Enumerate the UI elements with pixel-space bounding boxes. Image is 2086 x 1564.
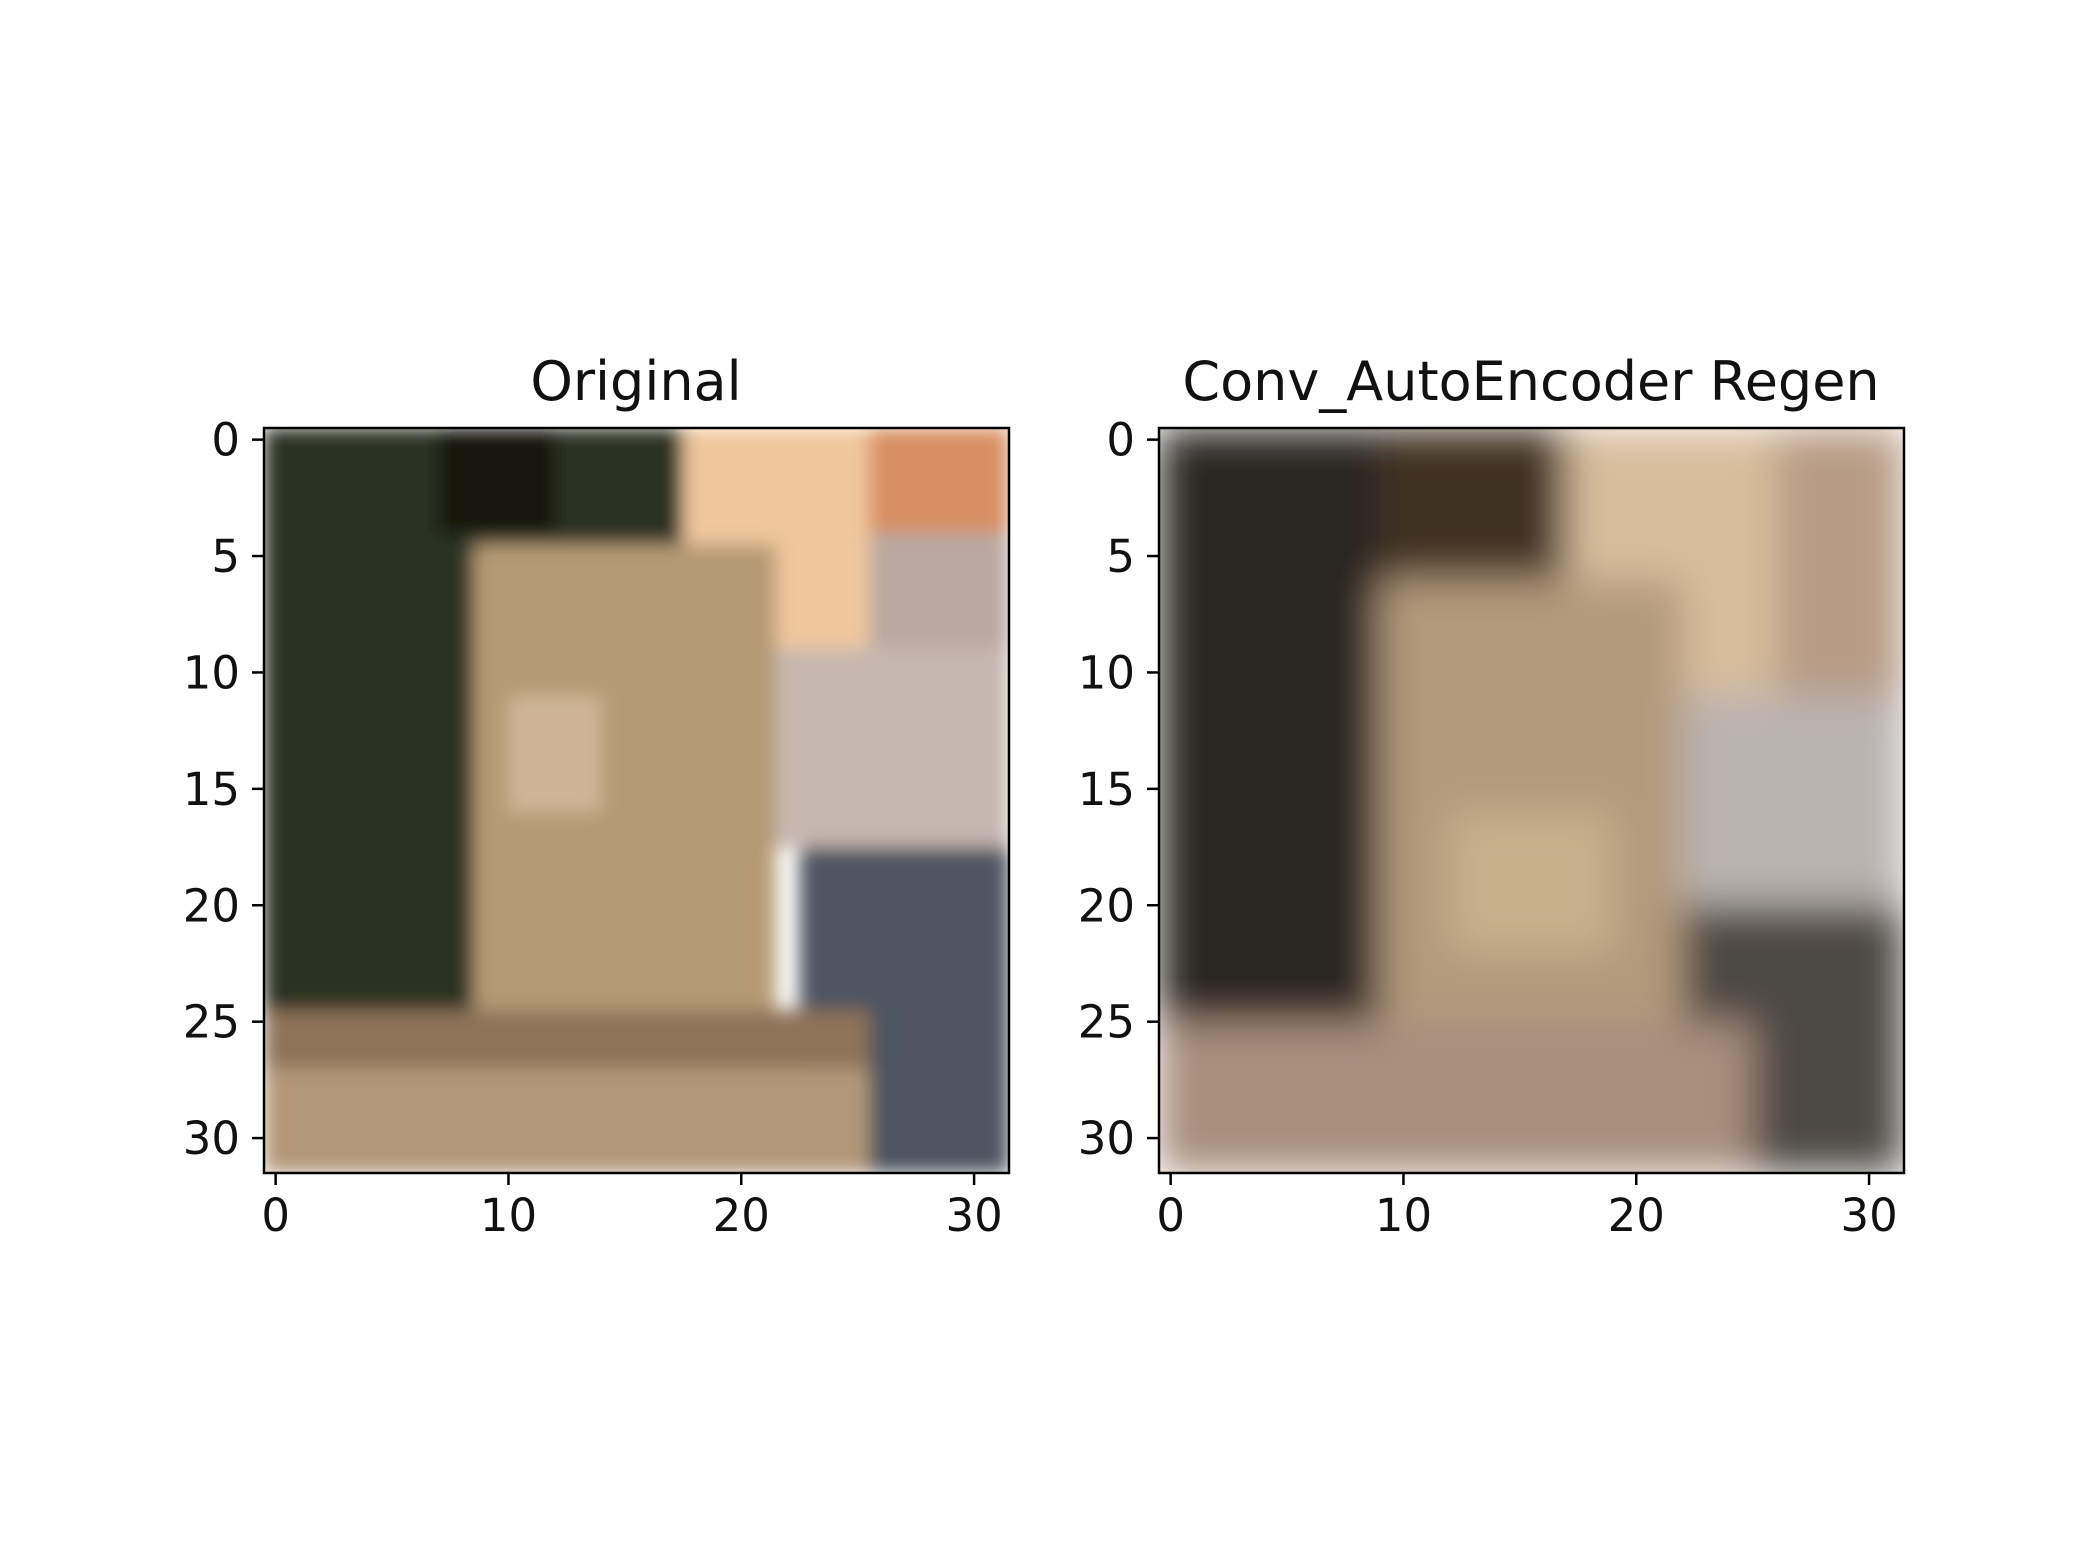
panel-original: Original 0 10 20 30 0 5 10 15 20 25 30 [183, 350, 1011, 1242]
axes-frame-original [262, 426, 1011, 1175]
image-region-original-7 [776, 649, 1009, 848]
y-tick-label-regen-5: 5 [1106, 530, 1135, 583]
x-tick-label-regen-30: 30 [1840, 1189, 1897, 1242]
x-tick-label-original-10: 10 [480, 1189, 537, 1242]
image-regions-original [264, 428, 1009, 1173]
image-original [264, 428, 1009, 1173]
y-tick-label-original-25: 25 [183, 996, 240, 1049]
panel-regen: Conv_AutoEncoder Regen 0 10 20 30 0 5 10 15 20 25… [1078, 350, 1906, 1242]
image-region-regen-0 [1159, 428, 1381, 1022]
y-tick-label-regen-15: 15 [1078, 763, 1135, 816]
image-region-regen-3 [1775, 428, 1904, 696]
y-tick-label-regen-25: 25 [1078, 996, 1135, 1049]
y-tick-label-original-10: 10 [183, 646, 240, 699]
ticks-original: 0 10 20 30 0 5 10 15 20 25 30 [183, 414, 1003, 1242]
x-tick-label-regen-20: 20 [1608, 1189, 1665, 1242]
image-region-original-4 [869, 532, 1009, 650]
y-tick-label-original-15: 15 [183, 763, 240, 816]
image-region-regen-1 [1380, 428, 1567, 580]
axes-frame-regen [1157, 426, 1906, 1175]
x-tick-label-regen-0: 0 [1156, 1189, 1185, 1242]
x-tick-label-regen-10: 10 [1375, 1189, 1432, 1242]
image-regions-regen [1159, 428, 1904, 1173]
image-regen [1159, 428, 1904, 1173]
image-region-original-6 [508, 695, 602, 813]
x-tick-label-original-0: 0 [261, 1189, 290, 1242]
y-tick-label-original-0: 0 [211, 414, 240, 467]
y-tick-label-regen-0: 0 [1106, 414, 1135, 467]
image-region-original-3 [869, 428, 1009, 533]
x-tick-label-original-20: 20 [713, 1189, 770, 1242]
image-region-regen-6 [1682, 695, 1904, 906]
image-region-original-1 [438, 428, 556, 533]
panel-title-regen: Conv_AutoEncoder Regen [1182, 350, 1879, 413]
y-tick-label-original-5: 5 [211, 530, 240, 583]
y-tick-label-original-30: 30 [183, 1112, 240, 1165]
image-region-regen-4 [1380, 579, 1683, 1022]
x-tick-label-original-30: 30 [945, 1189, 1002, 1242]
ticks-regen: 0 10 20 30 0 5 10 15 20 25 30 [1078, 414, 1898, 1242]
image-region-original-9 [264, 1010, 870, 1069]
y-tick-label-regen-30: 30 [1078, 1112, 1135, 1165]
y-tick-label-regen-10: 10 [1078, 646, 1135, 699]
panel-title-original: Original [530, 350, 741, 413]
y-tick-label-regen-20: 20 [1078, 879, 1135, 932]
image-region-original-10 [264, 1068, 870, 1173]
image-region-regen-8 [1159, 1021, 1753, 1173]
image-region-regen-5 [1450, 812, 1613, 952]
y-tick-label-original-20: 20 [183, 879, 240, 932]
